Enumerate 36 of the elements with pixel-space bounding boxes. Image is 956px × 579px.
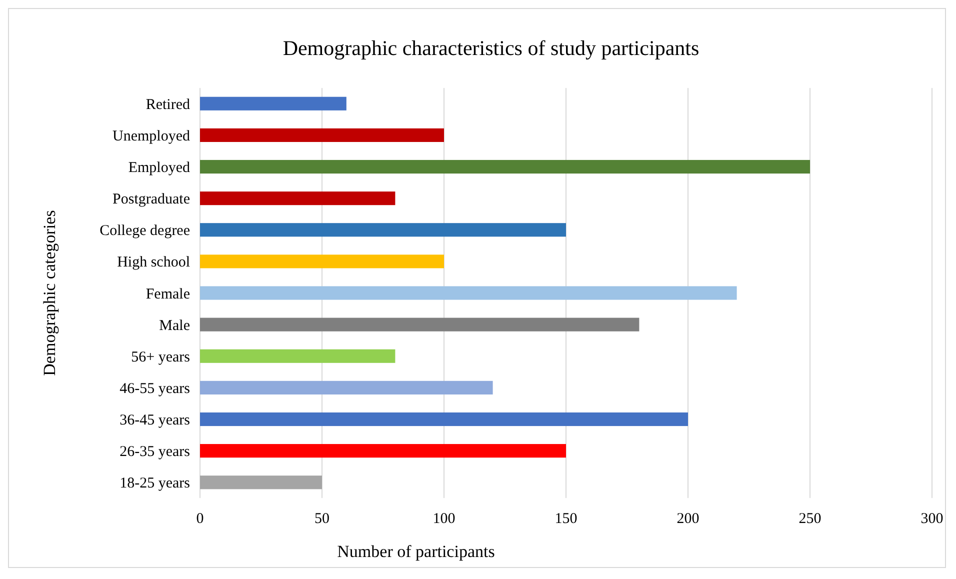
bar [200, 96, 346, 110]
bar [200, 380, 493, 394]
x-axis-title: Number of participants [337, 542, 495, 561]
y-tick-label: High school [117, 254, 190, 271]
bar [200, 128, 444, 142]
y-tick-label: Unemployed [112, 128, 190, 144]
bar [200, 412, 688, 426]
x-tick-label: 200 [676, 511, 700, 527]
bar [200, 192, 396, 206]
x-tick-label: 100 [432, 511, 456, 527]
y-tick-label: 18-25 years [120, 476, 190, 492]
bar [200, 286, 737, 300]
bar [200, 444, 566, 458]
y-tick-label: 36-45 years [120, 412, 190, 428]
y-tick-label: 26-35 years [120, 444, 190, 460]
y-tick-label: Postgraduate [112, 192, 190, 208]
y-tick-label: Female [146, 286, 190, 302]
bar [200, 318, 640, 332]
y-tick-label: Employed [128, 160, 190, 176]
bar [200, 223, 566, 237]
y-tick-label: 46-55 years [120, 380, 190, 397]
bar [200, 349, 396, 363]
bar [200, 254, 444, 268]
x-tick-label: 300 [920, 511, 944, 527]
x-tick-label: 0 [196, 511, 204, 527]
x-tick-label: 250 [798, 511, 822, 527]
bar [200, 476, 322, 490]
x-tick-label: 150 [554, 511, 578, 527]
y-tick-label: Male [159, 318, 190, 334]
y-tick-label: 56+ years [131, 349, 190, 366]
y-tick-label: Retired [146, 96, 190, 113]
y-axis-title: Demographic categories [40, 210, 59, 376]
chart-title: Demographic characteristics of study participants [282, 36, 700, 60]
y-tick-label: College degree [100, 223, 190, 240]
x-tick-label: 50 [314, 511, 330, 527]
bar [200, 160, 810, 174]
